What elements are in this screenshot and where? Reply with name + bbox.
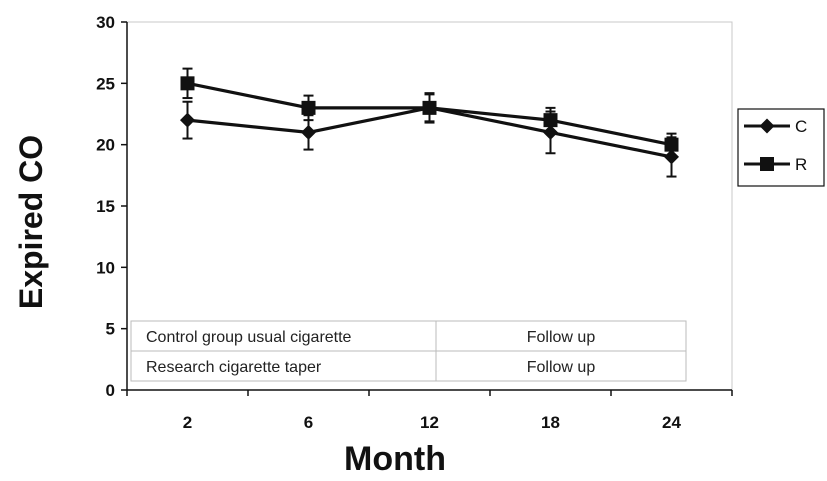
table-row-2-label: Research cigarette taper bbox=[146, 359, 322, 376]
y-tick-label: 30 bbox=[96, 13, 115, 32]
table-row-2-value: Follow up bbox=[527, 359, 596, 376]
y-tick-label: 10 bbox=[96, 258, 115, 277]
data-point-R bbox=[302, 101, 316, 115]
y-tick-label: 25 bbox=[96, 74, 115, 93]
x-axis-ticks: 2 6 12 18 24 bbox=[127, 390, 732, 432]
x-tick-label: 24 bbox=[662, 413, 681, 432]
x-axis-title: Month bbox=[344, 440, 446, 478]
y-axis-title: Expired CO bbox=[13, 135, 49, 309]
legend-label-C: C bbox=[795, 117, 807, 136]
data-point-R bbox=[665, 138, 679, 152]
y-axis-ticks: 0 5 10 15 20 25 30 bbox=[96, 13, 127, 400]
legend-marker-R bbox=[760, 157, 774, 171]
table-row-1-value: Follow up bbox=[527, 329, 596, 346]
legend-box bbox=[738, 109, 824, 186]
x-tick-label: 2 bbox=[183, 413, 192, 432]
data-point-R bbox=[544, 113, 558, 127]
y-tick-label: 0 bbox=[106, 381, 115, 400]
x-tick-label: 6 bbox=[304, 413, 313, 432]
data-point-R bbox=[181, 76, 195, 90]
x-tick-label: 18 bbox=[541, 413, 560, 432]
legend: CR bbox=[738, 109, 824, 186]
table-row-1-label: Control group usual cigarette bbox=[146, 329, 352, 346]
data-point-R bbox=[423, 101, 437, 115]
y-tick-label: 5 bbox=[106, 320, 115, 339]
legend-label-R: R bbox=[795, 155, 807, 174]
y-tick-label: 20 bbox=[96, 136, 115, 155]
data-table: Control group usual cigarette Follow up … bbox=[131, 321, 686, 381]
y-tick-label: 15 bbox=[96, 197, 115, 216]
x-tick-label: 12 bbox=[420, 413, 439, 432]
